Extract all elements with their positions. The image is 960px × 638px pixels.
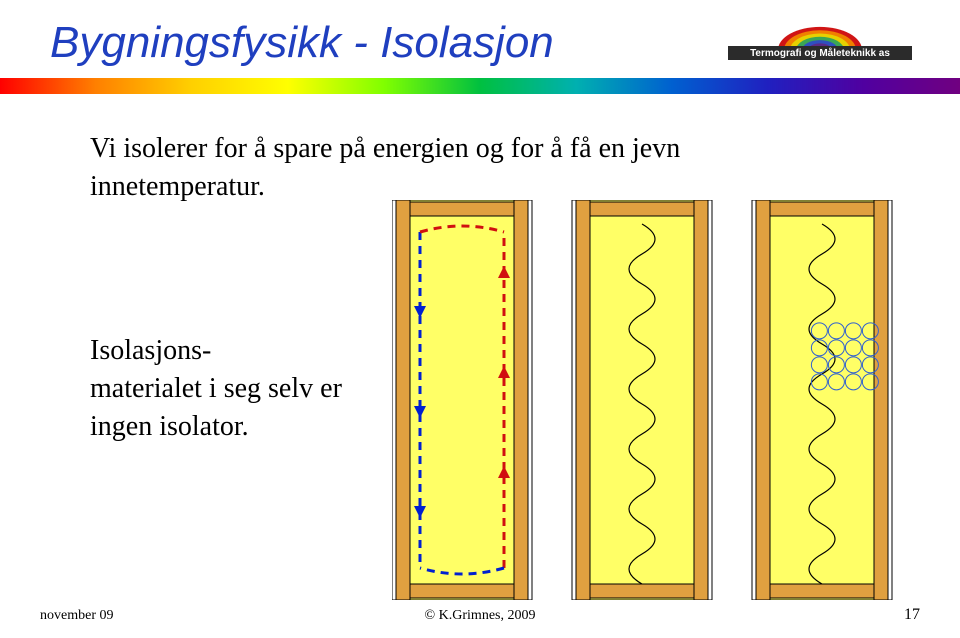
gradient-divider: [0, 78, 960, 94]
wall-diagrams: [392, 200, 912, 600]
footer-author: © K.Grimnes, 2009: [0, 608, 960, 624]
slide-root: Bygningsfysikk - Isolasjon Termografi og…: [0, 0, 960, 638]
svg-text:Termografi og Måleteknikk as: Termografi og Måleteknikk as: [750, 47, 890, 59]
wall-panel-1: [572, 200, 712, 600]
footer-page: 17: [904, 606, 920, 624]
wall-panel-2: [752, 200, 892, 600]
paragraph-1: Vi isolerer for å spare på energien og f…: [90, 130, 730, 206]
company-logo: Termografi og Måleteknikk as: [720, 10, 920, 70]
paragraph-2: Isolasjons- materialet i seg selv er ing…: [90, 332, 390, 445]
page-title: Bygningsfysikk - Isolasjon: [50, 18, 554, 68]
wall-panel-0: [392, 200, 532, 600]
